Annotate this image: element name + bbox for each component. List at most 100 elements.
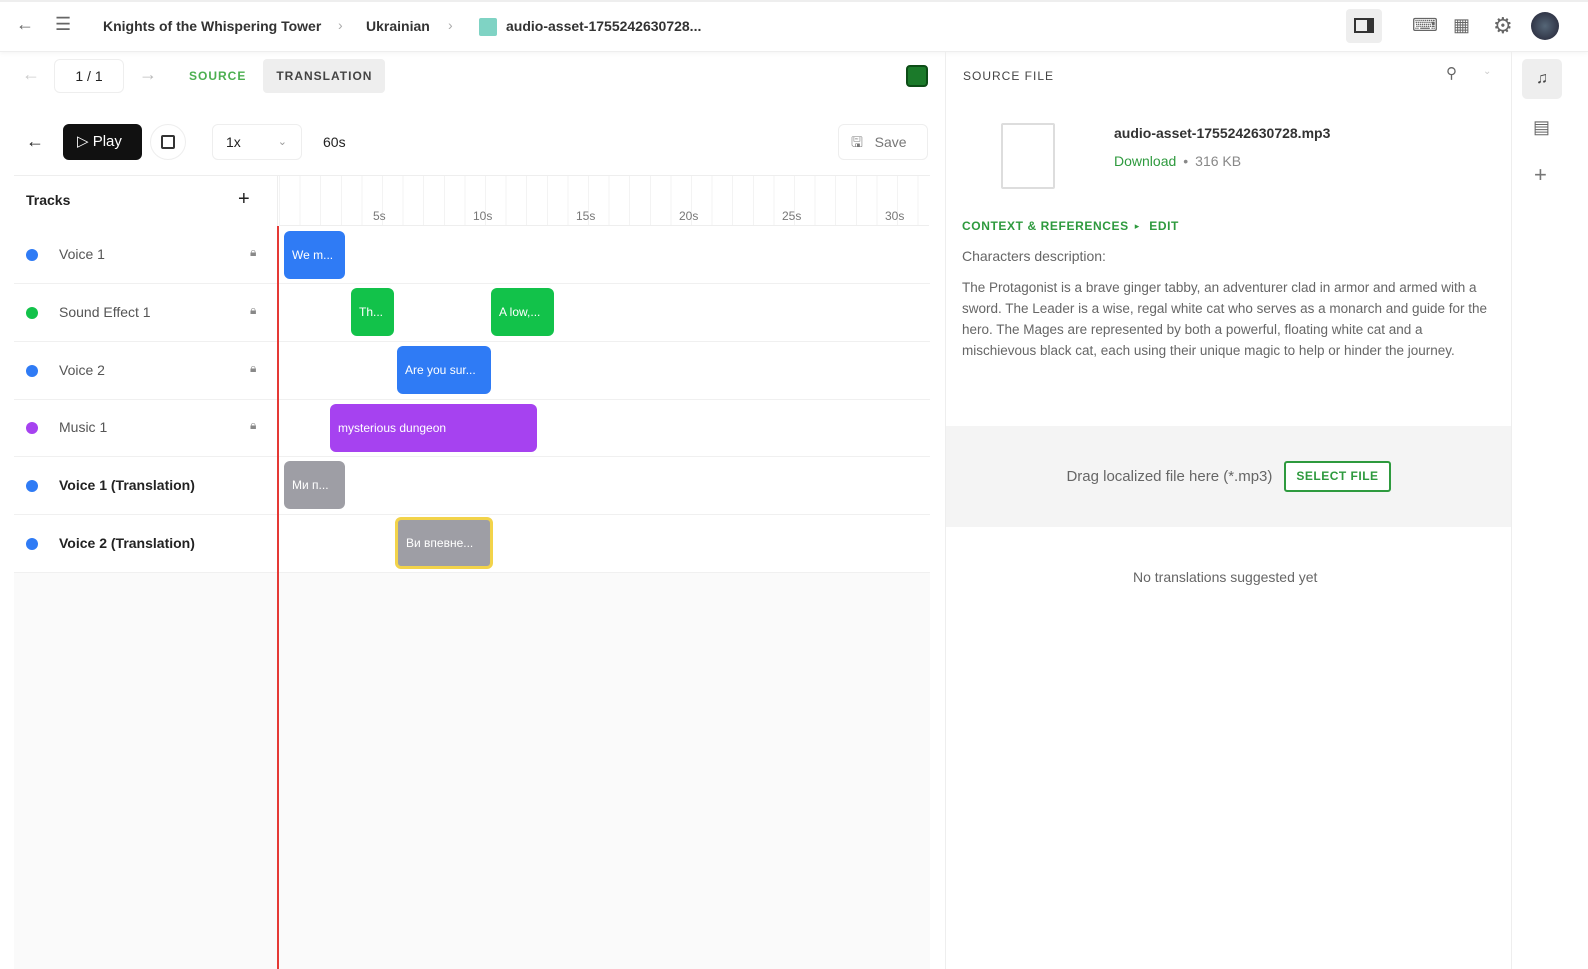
keyboard-icon[interactable]: ▦ [1453,15,1471,35]
track-name: Voice 2 (Translation) [59,535,195,551]
context-row: CONTEXT & REFERENCES ▸ EDIT [962,219,1179,233]
track-color-dot [26,538,38,550]
tracks-title: Tracks [26,192,71,208]
save-label: Save [874,134,907,150]
divider [14,175,930,176]
track-row[interactable]: Sound Effect 1 🔒︎ [14,284,930,342]
track-color-dot [26,480,38,493]
track-row[interactable]: Voice 2 🔒︎ [14,342,930,400]
chevron-down-icon[interactable]: ⌄ [1483,66,1492,77]
avatar[interactable] [1531,12,1559,40]
play-button[interactable]: ▷ Play [63,124,142,160]
chevron-right-icon: › [448,17,453,33]
caret-right-icon: ▸ [1134,220,1140,231]
ruler-tick: 20s [679,209,699,223]
track-color-dot [26,422,38,435]
file-icon [1001,123,1055,189]
comment-icon[interactable]: ▤ [1533,117,1551,137]
characters-description: The Protagonist is a brave ginger tabby,… [962,280,1488,358]
select-file-button[interactable]: SELECT FILE [1284,461,1391,492]
chevron-right-icon: › [338,17,343,33]
track-row[interactable]: Voice 1 (Translation) [14,457,930,516]
track-name: Sound Effect 1 [59,303,151,320]
file-meta: Download • 316 KB [1114,153,1241,169]
view-tabs: SOURCE TRANSLATION [176,59,386,93]
track-color-dot [26,306,38,319]
panel-title: SOURCE FILE [963,69,1055,83]
lock-icon[interactable]: 🔒︎ [250,360,257,375]
track-color-dot [26,364,38,377]
speed-select[interactable]: 1x ⌄ [212,124,302,160]
track-row[interactable]: Voice 1 🔒︎ [14,226,930,284]
track-name: Voice 1 [59,246,105,262]
clip[interactable]: Are you sur... [397,346,491,394]
lock-icon[interactable]: 🔒︎ [250,418,257,433]
no-translations-text: No translations suggested yet [1133,569,1318,585]
speed-value: 1x [226,134,241,150]
edit-button[interactable]: EDIT [1149,219,1179,233]
ruler-tick: 25s [782,209,802,223]
lock-icon[interactable]: 🔒︎ [250,302,257,317]
save-icon: 🖫 [851,134,863,150]
clip[interactable]: mysterious dungeon [330,404,537,452]
breadcrumb-file[interactable]: audio-asset-1755242630728... [506,18,702,34]
ruler-tick: 30s [885,209,905,223]
tab-translation[interactable]: TRANSLATION [263,59,386,93]
breadcrumb-language[interactable]: Ukrainian [366,18,430,34]
gear-icon[interactable]: ⚙ [1493,13,1513,38]
lock-icon[interactable]: 🔒︎ [250,245,257,259]
context-references-toggle[interactable]: CONTEXT & REFERENCES [962,219,1129,233]
dot-separator: • [1183,153,1189,169]
back-icon[interactable]: ← [26,131,44,151]
panel-divider [945,52,946,969]
duration: 60s [323,134,346,150]
clip[interactable]: We m... [284,231,345,279]
panel-toggle-button[interactable] [1346,9,1382,43]
back-arrow-icon[interactable]: ← [16,14,34,34]
audio-app-icon[interactable] [906,65,928,87]
ruler-tick: 10s [473,209,493,223]
rail-divider [1511,52,1512,969]
drop-zone[interactable] [946,426,1511,527]
chevron-down-icon: ⌄ [277,136,287,148]
ruler-tick: 5s [373,209,386,223]
prev-arrow-icon[interactable]: ← [22,64,40,84]
tab-source[interactable]: SOURCE [189,69,247,83]
clip[interactable]: Th... [351,288,394,336]
terminal-icon[interactable]: ⌨ [1412,15,1438,35]
add-track-icon[interactable]: + [238,188,250,210]
play-icon: ▷ [77,133,89,150]
play-label: Play [92,133,122,150]
file-name: audio-asset-1755242630728.mp3 [1114,125,1331,141]
top-bar [0,0,1588,52]
stop-icon [161,135,175,149]
drop-row: Drag localized file here (*.mp3) SELECT … [946,461,1511,492]
timeline-ruler[interactable] [279,176,929,226]
image-file-icon [479,18,497,36]
menu-icon[interactable]: ☰ [55,14,72,34]
track-color-dot [26,249,38,261]
ruler-tick: 15s [576,209,596,223]
stop-button[interactable] [150,124,186,160]
track-row[interactable]: Music 1 🔒︎ [14,399,930,458]
track-row[interactable]: Voice 2 (Translation) [14,515,930,573]
next-arrow-icon[interactable]: → [139,64,157,84]
track-name: Music 1 [59,419,108,436]
clip-selected[interactable]: Ви впевне... [395,517,493,569]
breadcrumb-project[interactable]: Knights of the Whispering Tower [103,18,322,34]
track-name: Voice 2 [59,361,105,378]
page-indicator: 1 / 1 [54,59,124,93]
characters-label: Characters description: [962,248,1106,264]
clip[interactable]: Ми п... [284,461,345,509]
pin-icon[interactable]: ⚲ [1446,65,1457,82]
clip[interactable]: A low,... [491,288,554,336]
download-link[interactable]: Download [1114,153,1177,169]
empty-track-area [14,572,930,969]
playhead[interactable] [277,226,279,969]
track-name: Voice 1 (Translation) [59,477,195,494]
add-icon[interactable]: + [1534,162,1547,187]
save-button[interactable]: 🖫 Save [838,124,928,160]
file-size: 316 KB [1195,153,1242,169]
drop-text: Drag localized file here (*.mp3) [1066,468,1273,485]
source-media-icon[interactable]: ♫ [1522,59,1562,99]
